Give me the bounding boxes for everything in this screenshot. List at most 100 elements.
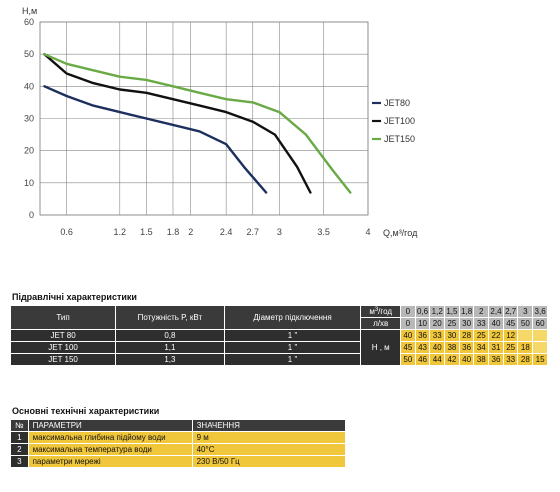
row-num: 2	[11, 444, 29, 456]
row-value: 230 В/50 Гц	[192, 456, 345, 468]
hydraulic-title: Підравлічні характеристики	[12, 292, 137, 302]
num-header: №	[11, 420, 29, 432]
table-row: JET 100 1,1 1 " 45 43 40 38 36 34 31 25 …	[11, 342, 548, 354]
row-type: JET 100	[11, 342, 116, 354]
q-m3h: 0	[400, 306, 415, 318]
table-row: 2 максимальна температура води 40°C	[11, 444, 346, 456]
head-value: 40	[459, 354, 474, 366]
q-lmin: 40	[489, 318, 504, 330]
q-lmin: 0	[400, 318, 415, 330]
q-lmin: 33	[474, 318, 489, 330]
q-m3h: 1,2	[430, 306, 445, 318]
q-m3h: 3	[518, 306, 533, 318]
technical-table: № ПАРАМЕТРИ ЗНАЧЕННЯ 1 максимальна глиби…	[10, 419, 346, 468]
head-value: 38	[445, 342, 460, 354]
row-param: максимальна температура води	[28, 444, 192, 456]
row-param: параметри мережі	[28, 456, 192, 468]
unit-lmin: л/хв	[361, 318, 401, 330]
head-value: 46	[415, 354, 430, 366]
unit-m3h: м3/год	[361, 306, 401, 318]
y-tick-label: 30	[24, 114, 34, 124]
chart-legend: JET80 JET100 JET150	[372, 98, 415, 144]
head-value: 40	[430, 342, 445, 354]
head-value: 43	[415, 342, 430, 354]
x-tick-label: 4	[365, 227, 370, 237]
x-tick-label: 2.7	[246, 227, 259, 237]
head-unit-label: Н , м	[361, 330, 401, 366]
row-diameter: 1 "	[224, 330, 361, 342]
q-m3h: 1,8	[459, 306, 474, 318]
legend-label: JET150	[384, 134, 415, 144]
q-m3h: 2,4	[489, 306, 504, 318]
y-tick-label: 60	[24, 17, 34, 27]
head-value: 38	[474, 354, 489, 366]
x-tick-label: 3	[277, 227, 282, 237]
q-m3h: 0,6	[415, 306, 430, 318]
y-tick-label: 50	[24, 49, 34, 59]
q-m3h: 2,7	[503, 306, 518, 318]
y-axis-label: Н,м	[22, 6, 37, 16]
q-lmin: 30	[459, 318, 474, 330]
q-lmin: 10	[415, 318, 430, 330]
head-value: 33	[430, 330, 445, 342]
head-value	[518, 330, 533, 342]
head-value: 31	[489, 342, 504, 354]
legend-label: JET80	[384, 98, 410, 108]
hydraulic-table: Тип Потужність P, кВт Діаметр підключенн…	[10, 305, 548, 366]
q-m3h: 1,5	[445, 306, 460, 318]
row-param: максимальна глибина підйому води	[28, 432, 192, 444]
row-power: 1,1	[116, 342, 225, 354]
head-value: 45	[400, 342, 415, 354]
legend-label: JET100	[384, 116, 415, 126]
head-value: 36	[415, 330, 430, 342]
head-value: 30	[445, 330, 460, 342]
head-value: 18	[518, 342, 533, 354]
table-row: JET 80 0,8 1 " Н , м 40 36 33 30 28 25 2…	[11, 330, 548, 342]
row-power: 1,3	[116, 354, 225, 366]
table-row: 1 максимальна глибина підйому води 9 м	[11, 432, 346, 444]
x-tick-label: 1.2	[114, 227, 127, 237]
col-diameter-header: Діаметр підключення	[224, 306, 361, 330]
head-value: 34	[474, 342, 489, 354]
x-tick-label: 1.5	[140, 227, 153, 237]
row-diameter: 1 "	[224, 342, 361, 354]
y-tick-label: 10	[24, 178, 34, 188]
row-num: 1	[11, 432, 29, 444]
y-tick-label: 40	[24, 81, 34, 91]
head-value: 22	[489, 330, 504, 342]
q-lmin: 60	[533, 318, 548, 330]
chart-grid	[40, 22, 368, 215]
row-diameter: 1 "	[224, 354, 361, 366]
table-row: JET 150 1,3 1 " 50 46 44 42 40 38 36 33 …	[11, 354, 548, 366]
technical-title: Основні технічні характеристики	[12, 406, 159, 416]
head-value: 12	[503, 330, 518, 342]
row-power: 0,8	[116, 330, 225, 342]
q-m3h: 3,6	[533, 306, 548, 318]
head-value: 28	[459, 330, 474, 342]
head-value: 25	[474, 330, 489, 342]
head-value: 42	[445, 354, 460, 366]
x-axis-label: Q,м³/год	[383, 228, 418, 238]
x-tick-label: 2.4	[220, 227, 233, 237]
head-value: 33	[503, 354, 518, 366]
head-value: 28	[518, 354, 533, 366]
head-value	[533, 330, 548, 342]
x-tick-label: 1.8	[167, 227, 180, 237]
head-value: 36	[489, 354, 504, 366]
col-type-header: Тип	[11, 306, 116, 330]
x-tick-label: 3.5	[317, 227, 330, 237]
q-m3h: 2	[474, 306, 489, 318]
col-power-header: Потужність P, кВт	[116, 306, 225, 330]
value-header: ЗНАЧЕННЯ	[192, 420, 345, 432]
row-value: 40°C	[192, 444, 345, 456]
row-type: JET 80	[11, 330, 116, 342]
head-value: 40	[400, 330, 415, 342]
head-value: 50	[400, 354, 415, 366]
row-value: 9 м	[192, 432, 345, 444]
q-lmin: 20	[430, 318, 445, 330]
q-lmin: 50	[518, 318, 533, 330]
head-value	[533, 342, 548, 354]
pump-performance-chart: 0 10 20 30 40 50 60 0.6 1.2 1.5 1.8 2 2.4 2.7 3 3.5 4 JE…	[0, 0, 560, 250]
q-lmin: 45	[503, 318, 518, 330]
y-tick-label: 20	[24, 146, 34, 156]
